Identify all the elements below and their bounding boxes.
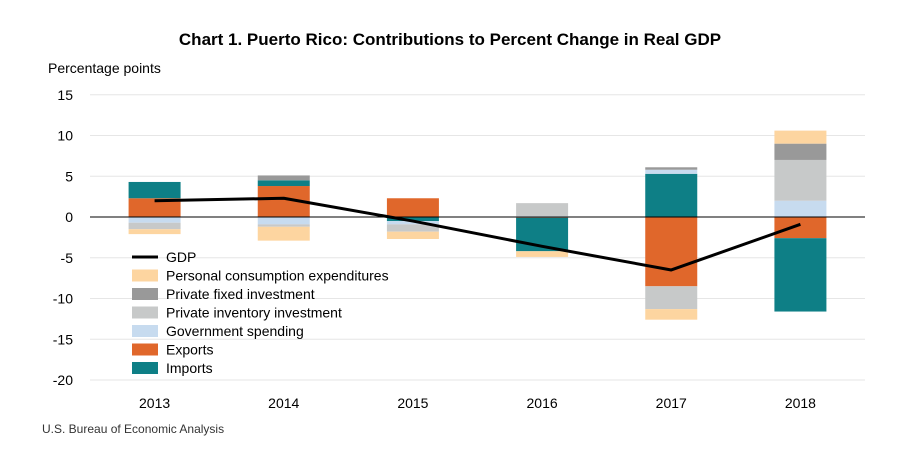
y-tick-label: 0 [65,209,73,225]
bar-government-2014 [257,217,310,225]
legend-swatch-inventory [132,306,158,319]
gdp-line [154,196,801,272]
bar-pce-2018 [774,130,827,144]
bar-imports-2017 [645,173,698,217]
bar-inventory-2017 [645,286,698,310]
legend-label-pce: Personal consumption expenditures [166,268,389,284]
legend-swatch-pce [132,269,158,282]
legend-label-government: Government spending [166,323,304,339]
x-tick-label: 2014 [268,395,299,411]
gdp-line-group [154,196,801,272]
y-tick-label: -15 [53,331,73,347]
bar-inventory-2016 [516,203,569,217]
legend-swatch-fixed [132,288,158,300]
bar-government-2018 [774,200,827,217]
chart-title: Chart 1. Puerto Rico: Contributions to P… [178,30,722,49]
x-tick-label: 2016 [527,395,558,411]
bar-imports-2014 [257,180,310,187]
bar-inventory-2018 [774,159,827,201]
bar-fixed-2017 [645,167,698,170]
legend-label-imports: Imports [166,360,213,376]
source-note: U.S. Bureau of Economic Analysis [42,422,225,436]
bar-government-2017 [645,169,698,174]
bars [128,130,827,320]
bar-pce-2014 [257,226,310,241]
legend-label-gdp: GDP [166,249,196,265]
legend-label-exports: Exports [166,342,213,358]
y-tick-label: 5 [65,168,73,184]
legend-label-fixed: Private fixed investment [166,286,315,302]
bar-pce-2015 [386,231,439,240]
bar-fixed-2014 [257,175,310,181]
bar-imports-2015 [386,217,439,222]
x-tick-labels: 2013 2014 2015 2016 2017 2018 [139,395,816,411]
bar-inventory-2015 [386,224,439,232]
bar-inventory-2014 [257,224,310,227]
y-tick-labels: 15 10 5 0 -5 -10 -15 -20 [53,87,73,388]
bar-exports-2013 [128,198,181,217]
x-tick-label: 2018 [785,395,816,411]
bar-imports-2013 [128,181,181,199]
x-tick-label: 2017 [656,395,687,411]
legend-swatch-government [132,325,158,337]
bar-pce-2016 [516,251,569,257]
y-tick-label: 15 [57,87,73,103]
x-tick-label: 2015 [397,395,428,411]
bar-fixed-2018 [774,143,827,160]
bar-exports-2015 [386,198,439,217]
bar-exports-2017 [645,217,698,287]
bar-exports-2018 [774,217,827,239]
legend-swatch-exports [132,343,158,356]
legend-label-inventory: Private inventory investment [166,305,342,321]
y-tick-label: -10 [53,291,73,307]
y-tick-label: 10 [57,128,73,144]
legend-swatch-imports [132,362,158,374]
x-tick-label: 2013 [139,395,170,411]
y-axis-label: Percentage points [48,60,161,76]
y-tick-label: -5 [61,250,74,266]
bar-pce-2013 [128,229,181,235]
bar-inventory-2013 [128,222,181,230]
legend: GDP Personal consumption expenditures Priv… [132,249,389,376]
bar-imports-2018 [774,238,827,312]
bar-pce-2017 [645,309,698,320]
bar-government-2013 [128,217,181,223]
y-tick-label: -20 [53,372,73,388]
gridlines [90,94,865,381]
bar-government-2015 [386,221,439,225]
